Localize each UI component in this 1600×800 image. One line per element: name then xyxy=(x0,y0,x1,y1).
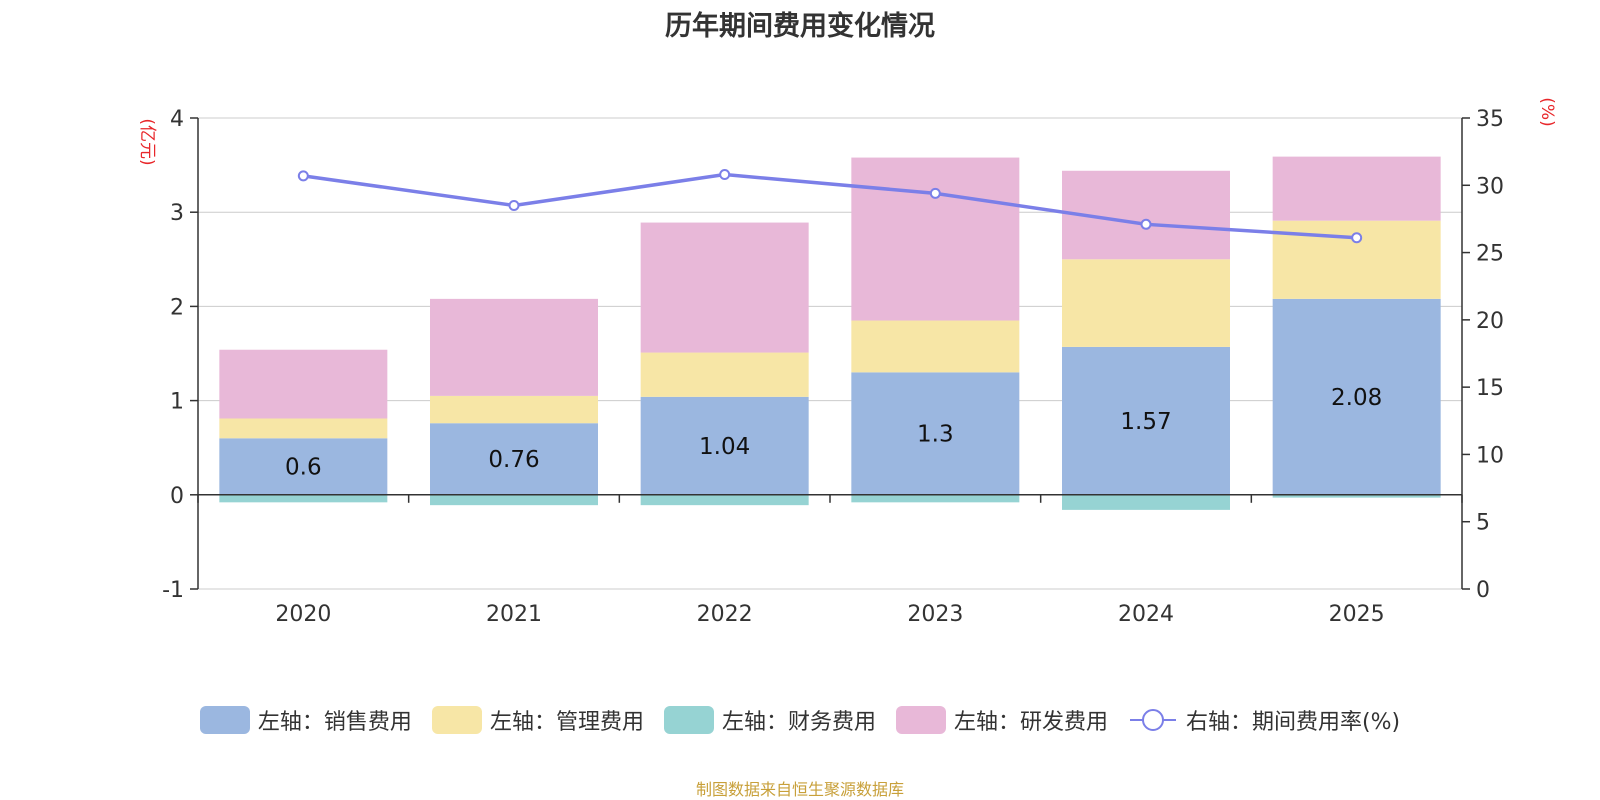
bar-2-2024 xyxy=(1062,494,1230,510)
rate-point-2023 xyxy=(929,187,941,199)
bar-0-2021 xyxy=(430,423,598,495)
bar-1-2023 xyxy=(851,320,1020,373)
left-tick-label: 1 xyxy=(170,390,184,415)
legend-item-sales[interactable]: 左轴：销售费用 xyxy=(199,704,412,736)
data-label-sales: 1.57 xyxy=(1120,409,1171,435)
right-tick-label: 35 xyxy=(1476,107,1504,132)
bar-0-2022 xyxy=(640,396,809,495)
bar-1-2020 xyxy=(219,418,388,439)
bar-0-2024 xyxy=(1062,346,1230,495)
rate-point-2024 xyxy=(1140,218,1152,230)
data-label-sales: 1.3 xyxy=(917,422,954,448)
legend-label-rate: 右轴：期间费用率(%) xyxy=(1185,710,1401,735)
bar-2-2021 xyxy=(430,494,598,506)
data-label-sales: 2.08 xyxy=(1331,385,1382,411)
legend-label-sales: 左轴：销售费用 xyxy=(257,710,412,735)
legend: 左轴：销售费用 左轴：管理费用 左轴：财务费用 左轴：研发费用 右轴：期间费用率… xyxy=(0,704,1600,736)
rate-point-2020 xyxy=(297,170,309,182)
left-tick-label: -1 xyxy=(162,578,184,603)
bar-3-2020 xyxy=(219,349,388,419)
legend-item-finance[interactable]: 左轴：财务费用 xyxy=(663,704,876,736)
rate-point-2025 xyxy=(1351,232,1363,244)
x-tick-label: 2024 xyxy=(1118,602,1174,627)
legend-label-admin: 左轴：管理费用 xyxy=(489,710,644,735)
data-label-sales: 0.6 xyxy=(285,455,322,481)
bar-2-2022 xyxy=(640,494,809,506)
legend-item-rd[interactable]: 左轴：研发费用 xyxy=(895,704,1108,736)
legend-swatch-finance xyxy=(663,706,714,734)
bar-0-2025 xyxy=(1272,298,1441,495)
x-tick-label: 2025 xyxy=(1329,602,1385,627)
left-tick-label: 4 xyxy=(170,107,184,132)
legend-label-finance: 左轴：财务费用 xyxy=(721,710,876,735)
bar-2-2025 xyxy=(1272,494,1441,498)
x-tick-label: 2020 xyxy=(275,602,331,627)
legend-item-admin[interactable]: 左轴：管理费用 xyxy=(431,704,644,736)
chart-title: 历年期间费用变化情况 xyxy=(665,11,935,42)
rate-point-2022 xyxy=(719,169,731,181)
left-axis-unit: (亿元) xyxy=(137,118,157,165)
right-tick-label: 25 xyxy=(1476,242,1504,267)
bar-2-2023 xyxy=(851,494,1020,503)
right-tick-label: 30 xyxy=(1476,174,1504,199)
right-tick-label: 5 xyxy=(1476,511,1490,536)
data-source-note: 制图数据来自恒生聚源数据库 xyxy=(695,780,904,799)
x-tick-label: 2021 xyxy=(486,602,542,627)
bar-1-2021 xyxy=(430,395,598,424)
legend-label-rd: 左轴：研发费用 xyxy=(953,710,1108,735)
right-tick-label: 15 xyxy=(1476,376,1504,401)
data-label-sales: 1.04 xyxy=(699,434,750,460)
rate-line xyxy=(303,172,1357,240)
right-axis-unit: (%) xyxy=(1537,97,1557,126)
right-tick-label: 20 xyxy=(1476,309,1504,334)
legend-swatch-sales xyxy=(199,706,250,734)
legend-item-rate[interactable]: 右轴：期间费用率(%) xyxy=(1128,704,1400,736)
bar-1-2024 xyxy=(1062,259,1230,347)
right-tick-label: 10 xyxy=(1476,443,1504,468)
bar-0-2020 xyxy=(219,438,388,495)
bar-3-2022 xyxy=(640,222,809,353)
bar-3-2025 xyxy=(1272,156,1441,221)
left-tick-label: 0 xyxy=(170,484,184,509)
left-tick-label: 3 xyxy=(170,201,184,226)
bar-2-2020 xyxy=(219,494,388,503)
right-tick-label: 0 xyxy=(1476,578,1490,603)
bar-0-2023 xyxy=(851,372,1020,495)
bar-1-2022 xyxy=(640,352,809,397)
left-tick-label: 2 xyxy=(170,295,184,320)
legend-swatch-rd xyxy=(895,706,946,734)
legend-swatch-admin xyxy=(431,706,482,734)
x-tick-label: 2022 xyxy=(697,602,753,627)
legend-swatch-rate-icon xyxy=(1129,709,1176,731)
bar-3-2023 xyxy=(851,157,1020,321)
bar-3-2021 xyxy=(430,298,598,396)
data-label-sales: 0.76 xyxy=(488,447,539,473)
x-tick-label: 2023 xyxy=(907,602,963,627)
rate-point-2021 xyxy=(508,199,520,211)
